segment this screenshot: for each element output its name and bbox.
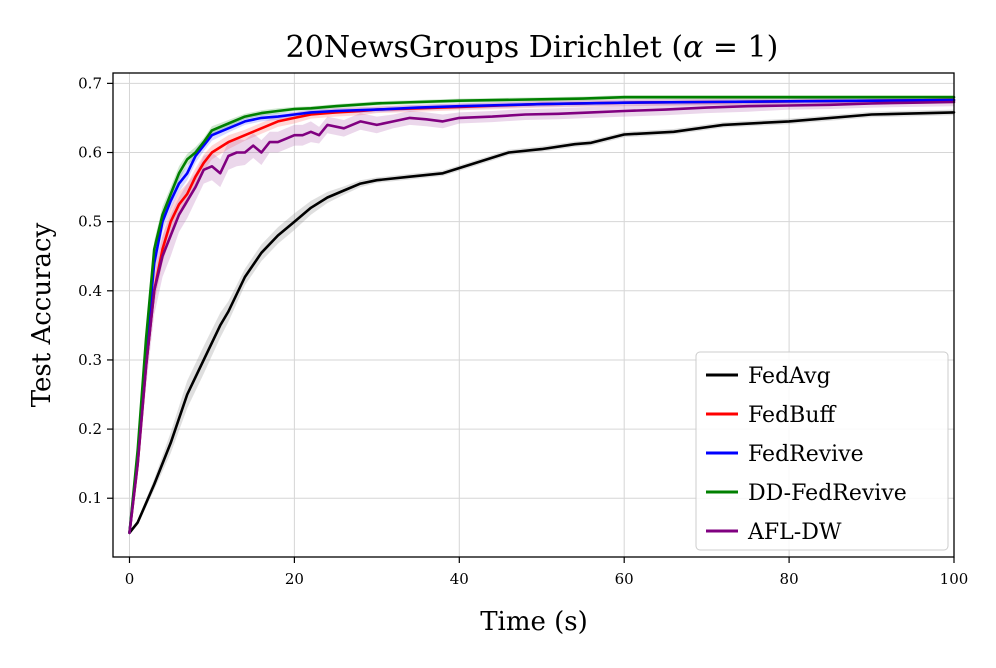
title-suffix: = 1): [703, 30, 778, 65]
x-tick-label: 80: [780, 570, 799, 588]
legend-items: FedAvg FedBuff FedRevive DD-FedRevive AFL-DW: [706, 364, 907, 545]
band-fedrevive: [129, 97, 954, 533]
line-afl-dw: [128, 100, 956, 535]
legend-box: [695, 351, 949, 551]
chart-title: 20NewsGroups Dirichlet (α = 1): [286, 30, 779, 65]
x-axis-label: Time (s): [480, 607, 588, 637]
x-tick-label: 0: [125, 570, 135, 588]
y-tick-label: 0.4: [78, 282, 102, 300]
legend-label-dd-fedrevive: DD-FedRevive: [748, 481, 907, 506]
line-dd-fedrevive: [128, 95, 956, 535]
legend-label-fedrevive: FedRevive: [748, 442, 864, 467]
legend-label-fedavg: FedAvg: [748, 364, 831, 389]
confidence-bands: [129, 95, 954, 533]
x-tick-label: 40: [450, 570, 469, 588]
y-tick-label: 0.2: [78, 420, 102, 438]
series-lines: [128, 95, 956, 535]
plot-frame: [112, 72, 955, 558]
y-tick-label: 0.1: [78, 489, 102, 507]
x-tick-label: 60: [615, 570, 634, 588]
y-tick-label: 0.7: [78, 74, 102, 92]
x-tick-label: 100: [940, 570, 969, 588]
y-axis-label: Test Accuracy: [27, 222, 57, 407]
y-tick-label: 0.6: [78, 144, 102, 162]
line-fedrevive: [128, 98, 956, 535]
y-tick-label: 0.3: [78, 351, 102, 369]
legend-label-afl-dw: AFL-DW: [747, 520, 842, 545]
title-alpha: α: [683, 30, 703, 65]
x-tick-label: 20: [285, 570, 304, 588]
legend: FedAvg FedBuff FedRevive DD-FedRevive AFL-DW: [695, 351, 949, 551]
line-fedavg: [128, 111, 956, 535]
axis-ticks: 0 20 40 60 80 100 0.1 0.2 0.3 0.4 0.5 0.6 0.7: [78, 74, 968, 588]
legend-label-fedbuff: FedBuff: [748, 403, 837, 428]
y-tick-label: 0.5: [78, 213, 102, 231]
title-prefix: 20NewsGroups Dirichlet (: [286, 30, 683, 65]
